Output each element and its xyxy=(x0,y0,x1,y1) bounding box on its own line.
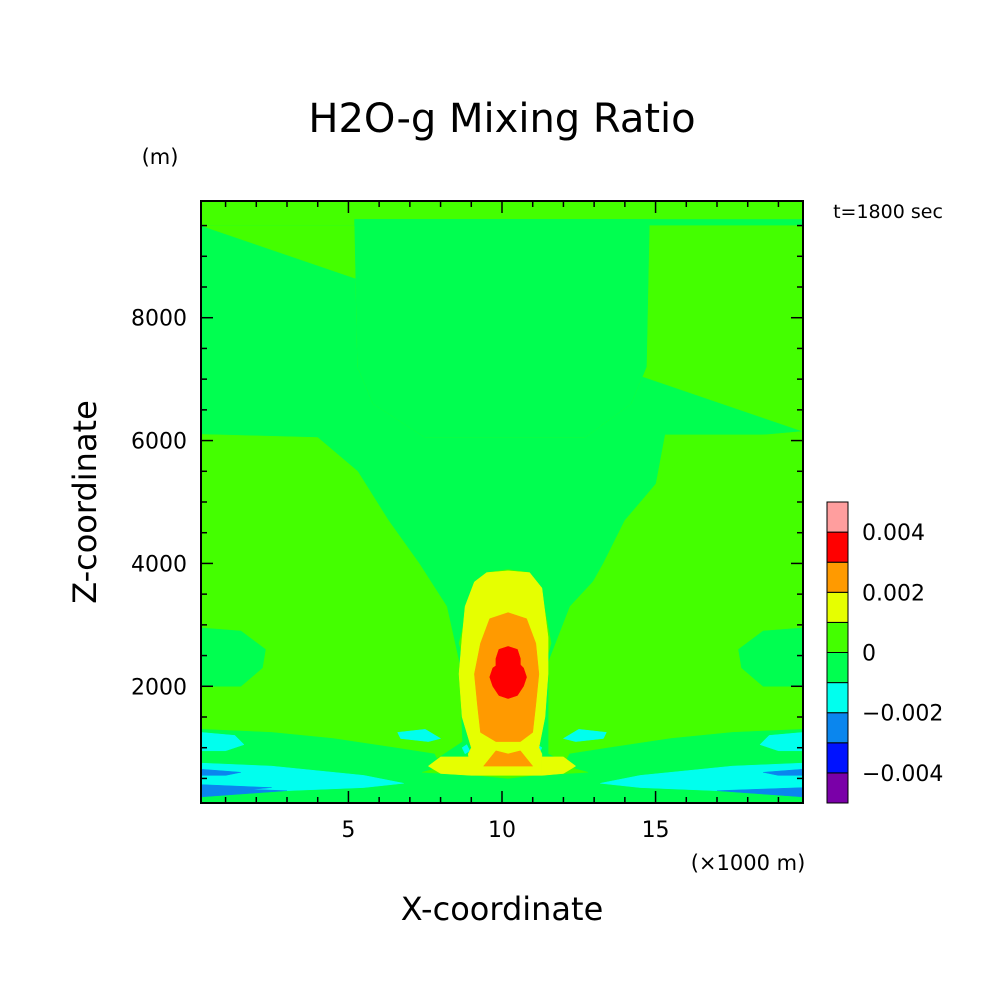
colorbar-swatch xyxy=(826,591,849,623)
x-tick-label: 10 xyxy=(488,818,516,843)
colorbar-swatch xyxy=(826,621,849,654)
contour-region-25 xyxy=(541,756,576,776)
x-unit-label: (×1000 m) xyxy=(691,851,806,875)
contour-region-19 xyxy=(716,787,803,798)
y-axis-label: Z-coordinate xyxy=(66,400,104,604)
contour-region-9 xyxy=(201,732,245,752)
time-label: t=1800 sec xyxy=(833,201,943,223)
y-tick-label: 6000 xyxy=(131,430,187,455)
colorbar-swatch xyxy=(826,652,849,684)
colorbar-label: 0.002 xyxy=(862,581,925,606)
contour-region-14 xyxy=(563,729,607,742)
x-axis-label: X-coordinate xyxy=(401,890,604,928)
contour-region-3 xyxy=(201,434,463,773)
contour-regions xyxy=(201,201,803,803)
colorbar-label: 0 xyxy=(862,642,876,667)
contour-region-24 xyxy=(428,756,472,776)
contour-region-20 xyxy=(762,768,803,776)
y-tick-label: 2000 xyxy=(131,675,187,700)
colorbar-swatch xyxy=(826,682,849,714)
contour-region-4 xyxy=(354,219,650,438)
colorbar: 0.004 0.002 0 −0.002 −0.004 xyxy=(826,501,943,804)
contour-region-11 xyxy=(600,762,803,803)
contour-region-27 xyxy=(483,750,533,767)
colorbar-label: −0.004 xyxy=(862,762,943,787)
y-tick-label: 8000 xyxy=(131,307,187,332)
x-tick-label: 5 xyxy=(341,818,355,843)
contour-region-18 xyxy=(201,768,242,776)
contour-region-29 xyxy=(489,661,527,699)
colorbar-swatch xyxy=(826,712,849,744)
y-unit-label: (m) xyxy=(142,145,179,169)
contour-region-12 xyxy=(759,732,803,752)
colorbar-label: −0.002 xyxy=(862,702,943,727)
colorbar-swatch xyxy=(826,561,849,593)
contour-region-21 xyxy=(201,784,272,795)
y-tick-label: 4000 xyxy=(131,552,187,577)
contour-region-10 xyxy=(201,762,404,803)
colorbar-swatch xyxy=(826,772,849,804)
axis-ticks: 5 10 15 2000 4000 6000 8000 xyxy=(131,201,803,843)
contour-region-13 xyxy=(397,729,441,742)
colorbar-swatch xyxy=(826,742,849,774)
contour-region-8 xyxy=(738,627,803,687)
colorbar-label: 0.004 xyxy=(862,521,925,546)
contour-region-5 xyxy=(201,627,266,687)
chart-title: H2O-g Mixing Ratio xyxy=(308,96,695,142)
colorbar-swatch xyxy=(826,531,849,563)
x-tick-label: 15 xyxy=(642,818,670,843)
colorbar-swatch xyxy=(826,501,849,533)
